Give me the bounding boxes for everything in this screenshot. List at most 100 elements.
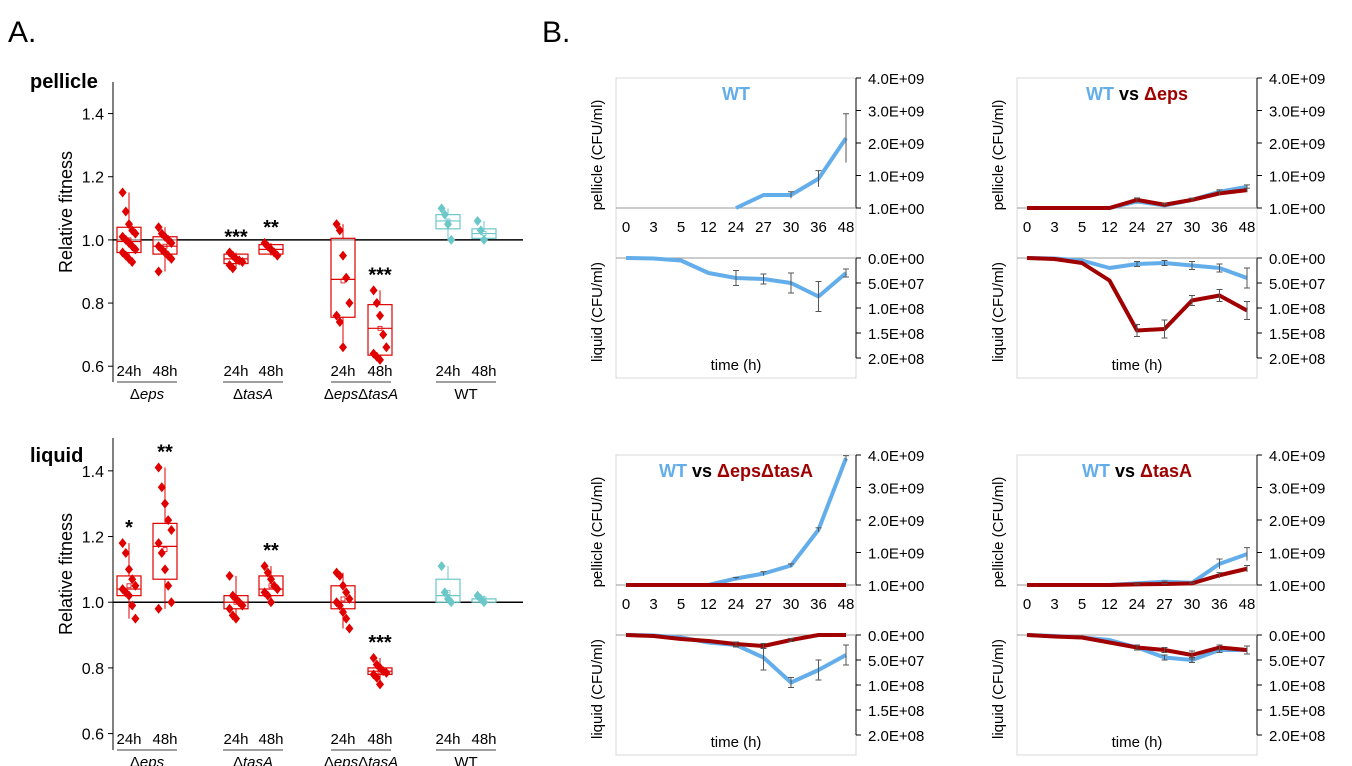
x-tick-label: 3: [649, 219, 657, 236]
chart-title-part: WT: [722, 84, 750, 104]
y-axis-label: Relative fitness: [56, 513, 76, 635]
data-point: [121, 206, 130, 217]
chart-title-part: vs: [687, 461, 717, 481]
data-point: [167, 597, 176, 608]
chart-title-part: ΔtasA: [1140, 461, 1192, 481]
chart-title: WT: [722, 84, 750, 104]
x-tick-label: 24h: [116, 363, 141, 380]
data-point: [480, 234, 488, 245]
data-point: [447, 234, 456, 245]
y-tick-label: 1.5E+08: [1269, 326, 1325, 343]
group-label: ΔepsΔtasA: [324, 754, 398, 766]
data-point: [437, 561, 446, 572]
y-tick-label: 1.0E+09: [1269, 546, 1325, 563]
x-tick-label: 24: [728, 596, 745, 613]
x-tick-label: 24: [1129, 219, 1146, 236]
data-point: [164, 580, 173, 591]
data-point: [263, 590, 272, 601]
chart-title-part: WT: [1086, 84, 1114, 104]
data-point: [335, 600, 344, 611]
data-point: [339, 342, 347, 353]
chart-title-part: Δeps: [1144, 84, 1188, 104]
x-tick-label: 24h: [435, 731, 460, 748]
y-tick-label: 4.0E+09: [868, 448, 924, 465]
group-label-part: Δ: [324, 754, 334, 766]
group-label: WT: [454, 754, 477, 766]
x-tick-label: 0: [1023, 596, 1031, 613]
data-point: [128, 600, 137, 611]
data-point: [154, 266, 163, 277]
x-tick-label: 36: [810, 219, 827, 236]
data-point: [473, 215, 482, 226]
chart-title-part: vs: [1114, 84, 1144, 104]
plot-area-border: [1016, 454, 1258, 756]
data-point: [238, 257, 247, 267]
data-point: [154, 538, 163, 549]
x-tick-label: 48h: [471, 363, 496, 380]
y-tick-label: 0.0E+00: [1269, 251, 1325, 268]
data-point: [376, 310, 384, 321]
x-tick-label: 3: [1050, 596, 1058, 613]
y-tick-label: 1.2: [82, 170, 104, 187]
line-chart-1: WT vs Δeps 4.0E+09 3.0E+09 2.0E+09 1.0E+09 1.…: [990, 71, 1325, 379]
group-label-part: Δ: [233, 754, 243, 766]
data-point: [342, 272, 351, 283]
chart-title: WT vs Δeps: [1086, 84, 1188, 104]
group-label-part: Δ: [358, 754, 368, 766]
y-tick-label: 0.8: [82, 296, 104, 313]
y-tick-label: 3.0E+09: [1269, 104, 1325, 121]
x-tick-label: 24: [728, 219, 745, 236]
y-axis-label: pellicle (CFU/ml): [990, 477, 1007, 588]
chart-title: pellicle: [30, 71, 98, 93]
data-point: [154, 462, 163, 473]
y-tick-label: 2.0E+09: [1269, 513, 1325, 530]
x-tick-label: 24h: [330, 731, 355, 748]
x-tick-label: 24h: [435, 363, 460, 380]
data-point: [379, 329, 388, 340]
data-point: [382, 667, 391, 678]
group-label-part: Δ: [130, 386, 140, 403]
data-point: [376, 679, 384, 690]
chart-title: WT vs ΔtasA: [1082, 461, 1192, 481]
y-tick-label: 1.5E+08: [868, 326, 924, 343]
group-label-part: eps: [140, 386, 165, 403]
data-point: [154, 222, 163, 233]
significance-label: ***: [368, 632, 392, 654]
y-tick-label: 3.0E+09: [868, 481, 924, 498]
significance-label: **: [263, 540, 279, 562]
x-tick-label: 27: [755, 219, 772, 236]
y-tick-label: 4.0E+09: [1269, 71, 1325, 88]
y-axis-label: liquid (CFU/ml): [990, 639, 1007, 739]
y-tick-label: 2.0E+09: [868, 136, 924, 153]
x-tick-label: 3: [649, 596, 657, 613]
x-tick-label: 0: [622, 219, 630, 236]
chart-title-part: vs: [1110, 461, 1140, 481]
panel-b: WT 4.0E+09 3.0E+09 2.0E+09 1.0E+09 1.0E+00 0 3 5…: [589, 71, 1325, 756]
data-point: [125, 590, 133, 601]
y-tick-label: 5.0E+07: [868, 653, 924, 670]
group-label: Δeps: [130, 386, 165, 403]
y-tick-label: 1.0: [82, 233, 104, 250]
y-tick-label: 1.4: [82, 464, 104, 481]
y-axis-label: pellicle (CFU/ml): [589, 100, 606, 211]
data-point: [267, 574, 275, 585]
data-point: [345, 298, 354, 309]
x-tick-label: 30: [1184, 596, 1201, 613]
x-tick-label: 30: [783, 596, 800, 613]
line-chart-0: WT 4.0E+09 3.0E+09 2.0E+09 1.0E+09 1.0E+00 0 3 5…: [589, 71, 924, 379]
chart-title-part: WT: [1082, 461, 1110, 481]
data-point: [128, 574, 137, 585]
chart-title-part: ΔepsΔtasA: [717, 461, 813, 481]
data-point: [342, 613, 351, 624]
x-tick-label: 0: [1023, 219, 1031, 236]
x-tick-label: 24h: [223, 731, 248, 748]
y-tick-label: 2.0E+09: [868, 513, 924, 530]
y-tick-label: 5.0E+07: [1269, 653, 1325, 670]
data-point: [263, 567, 272, 578]
y-tick-label: 1.0E+00: [868, 578, 924, 595]
data-point: [332, 310, 341, 321]
group-label: ΔtasA: [233, 754, 273, 766]
data-point: [447, 597, 456, 608]
data-point: [372, 298, 381, 309]
data-point: [335, 570, 344, 581]
